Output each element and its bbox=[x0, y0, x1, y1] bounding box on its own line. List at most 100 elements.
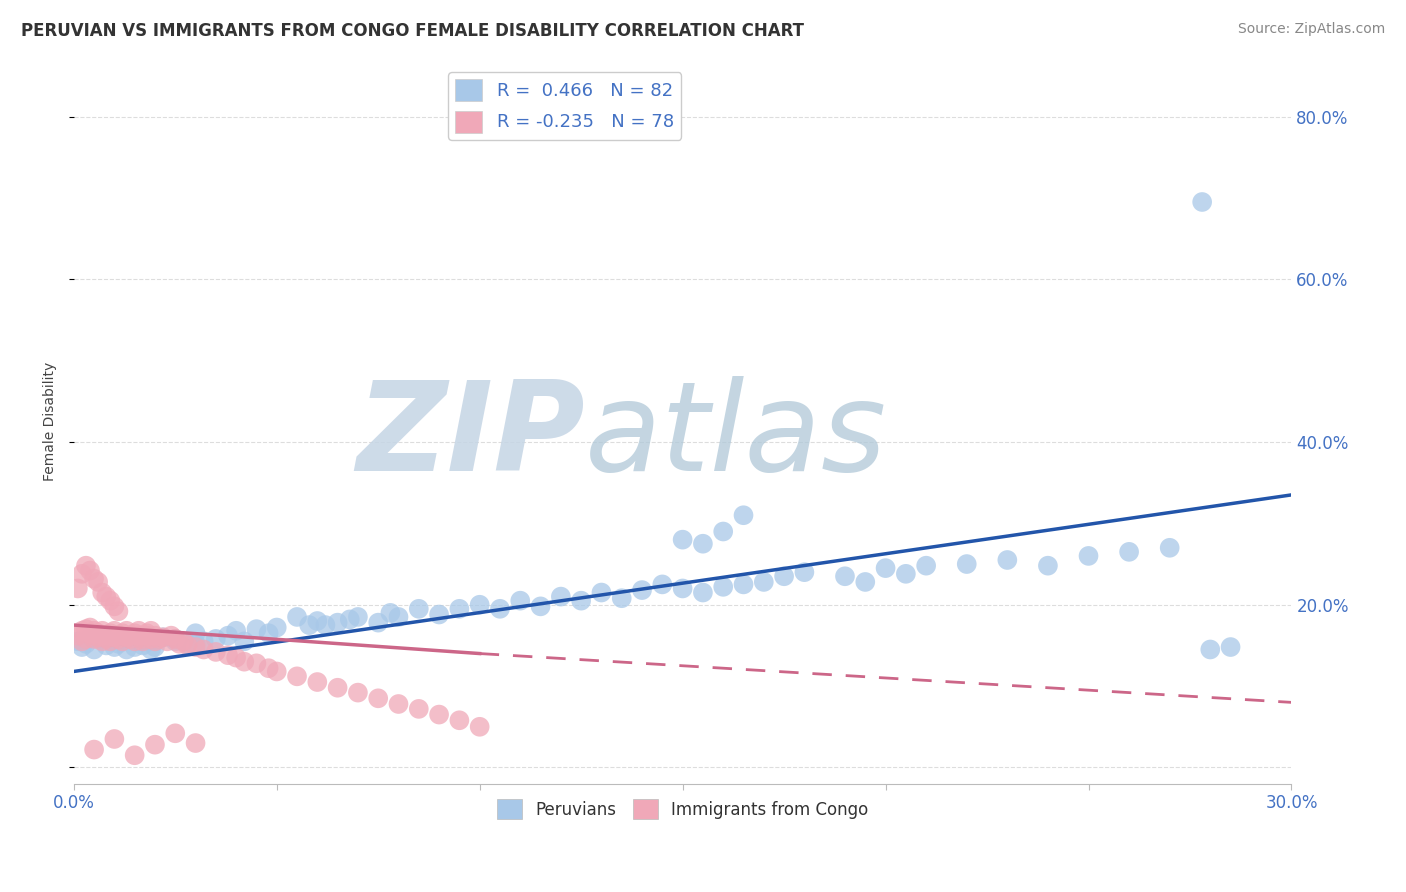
Point bbox=[96, 590, 118, 604]
Point bbox=[91, 634, 114, 648]
Point bbox=[380, 606, 402, 620]
Point bbox=[509, 593, 531, 607]
Point bbox=[103, 640, 125, 654]
Point bbox=[135, 626, 157, 640]
Point bbox=[128, 624, 150, 638]
Point bbox=[103, 624, 125, 638]
Point bbox=[143, 640, 166, 654]
Point bbox=[956, 557, 979, 571]
Point bbox=[995, 553, 1018, 567]
Point bbox=[184, 637, 207, 651]
Point bbox=[367, 615, 389, 630]
Point bbox=[193, 642, 215, 657]
Point bbox=[152, 630, 174, 644]
Point bbox=[83, 624, 105, 638]
Point bbox=[135, 629, 157, 643]
Point bbox=[427, 607, 450, 622]
Point bbox=[165, 634, 187, 648]
Point bbox=[1199, 642, 1222, 657]
Point bbox=[75, 558, 97, 573]
Point bbox=[233, 655, 256, 669]
Point bbox=[115, 642, 138, 657]
Point bbox=[569, 593, 592, 607]
Point bbox=[529, 599, 551, 614]
Point bbox=[326, 681, 349, 695]
Point bbox=[169, 637, 191, 651]
Point bbox=[139, 624, 162, 638]
Point bbox=[98, 593, 121, 607]
Point bbox=[128, 634, 150, 648]
Point bbox=[1118, 545, 1140, 559]
Point bbox=[1036, 558, 1059, 573]
Point bbox=[408, 602, 430, 616]
Text: PERUVIAN VS IMMIGRANTS FROM CONGO FEMALE DISABILITY CORRELATION CHART: PERUVIAN VS IMMIGRANTS FROM CONGO FEMALE… bbox=[21, 22, 804, 40]
Point bbox=[468, 598, 491, 612]
Point bbox=[205, 632, 228, 646]
Point bbox=[79, 630, 101, 644]
Text: Source: ZipAtlas.com: Source: ZipAtlas.com bbox=[1237, 22, 1385, 37]
Point bbox=[79, 564, 101, 578]
Point bbox=[66, 582, 89, 596]
Point bbox=[245, 657, 267, 671]
Point bbox=[233, 634, 256, 648]
Point bbox=[387, 697, 409, 711]
Y-axis label: Female Disability: Female Disability bbox=[44, 362, 58, 482]
Point bbox=[793, 565, 815, 579]
Point bbox=[711, 524, 734, 539]
Point bbox=[427, 707, 450, 722]
Point bbox=[449, 602, 471, 616]
Point bbox=[193, 634, 215, 648]
Point bbox=[307, 675, 329, 690]
Point bbox=[107, 632, 129, 646]
Point bbox=[1219, 640, 1241, 654]
Point bbox=[711, 580, 734, 594]
Point bbox=[139, 632, 162, 646]
Point bbox=[132, 634, 155, 648]
Point bbox=[610, 591, 633, 606]
Point bbox=[111, 634, 134, 648]
Point bbox=[148, 632, 170, 646]
Point bbox=[91, 585, 114, 599]
Point bbox=[111, 632, 134, 646]
Point bbox=[120, 629, 142, 643]
Point bbox=[307, 614, 329, 628]
Point bbox=[143, 634, 166, 648]
Point bbox=[387, 610, 409, 624]
Point bbox=[347, 610, 370, 624]
Point bbox=[132, 639, 155, 653]
Point bbox=[96, 639, 118, 653]
Point bbox=[70, 640, 93, 654]
Point bbox=[205, 645, 228, 659]
Point bbox=[120, 630, 142, 644]
Point bbox=[83, 572, 105, 586]
Text: ZIP: ZIP bbox=[357, 376, 585, 497]
Point bbox=[217, 629, 239, 643]
Point bbox=[165, 726, 187, 740]
Point bbox=[773, 569, 796, 583]
Point bbox=[139, 642, 162, 657]
Point bbox=[225, 624, 247, 638]
Point bbox=[124, 626, 146, 640]
Point bbox=[408, 702, 430, 716]
Point bbox=[87, 574, 110, 589]
Point bbox=[339, 612, 361, 626]
Point bbox=[143, 738, 166, 752]
Point bbox=[550, 590, 572, 604]
Point bbox=[91, 624, 114, 638]
Point bbox=[314, 618, 336, 632]
Point bbox=[124, 634, 146, 648]
Point bbox=[128, 629, 150, 643]
Point bbox=[132, 632, 155, 646]
Point bbox=[66, 629, 89, 643]
Point bbox=[79, 626, 101, 640]
Point bbox=[103, 630, 125, 644]
Point bbox=[156, 634, 179, 648]
Point bbox=[692, 585, 714, 599]
Point bbox=[75, 637, 97, 651]
Point bbox=[87, 630, 110, 644]
Point bbox=[115, 630, 138, 644]
Point bbox=[96, 632, 118, 646]
Point bbox=[98, 634, 121, 648]
Point bbox=[107, 637, 129, 651]
Point bbox=[449, 713, 471, 727]
